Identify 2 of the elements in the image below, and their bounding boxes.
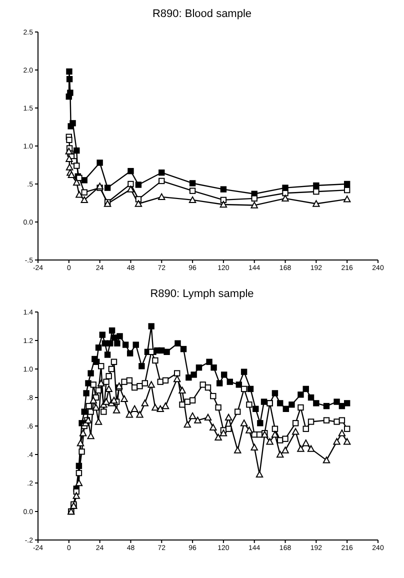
chart-title: R890: Lymph sample (149, 288, 255, 302)
chart-title: R890: Blood sample (151, 8, 253, 22)
